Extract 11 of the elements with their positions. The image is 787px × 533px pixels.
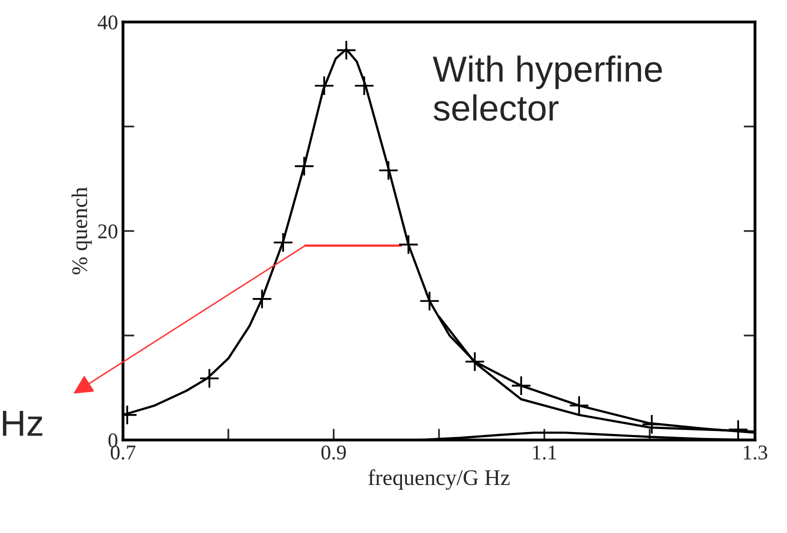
x-tick-label: 0.9 xyxy=(321,445,346,460)
y-tick-label: 0 xyxy=(108,433,118,448)
annotation: Hz xyxy=(2,410,42,436)
y-axis-title: % quench xyxy=(72,187,92,274)
y-tick-label: 20 xyxy=(98,224,118,238)
x-tick-label: 1.3 xyxy=(744,446,768,460)
y-tick-label: 40 xyxy=(98,15,118,30)
x-tick-label: 0.7 xyxy=(110,445,136,460)
x-axis-title: frequency/G Hz xyxy=(368,469,510,490)
annotation: With hyperfine selector xyxy=(432,55,662,121)
x-tick-label: 1.1 xyxy=(533,446,556,460)
